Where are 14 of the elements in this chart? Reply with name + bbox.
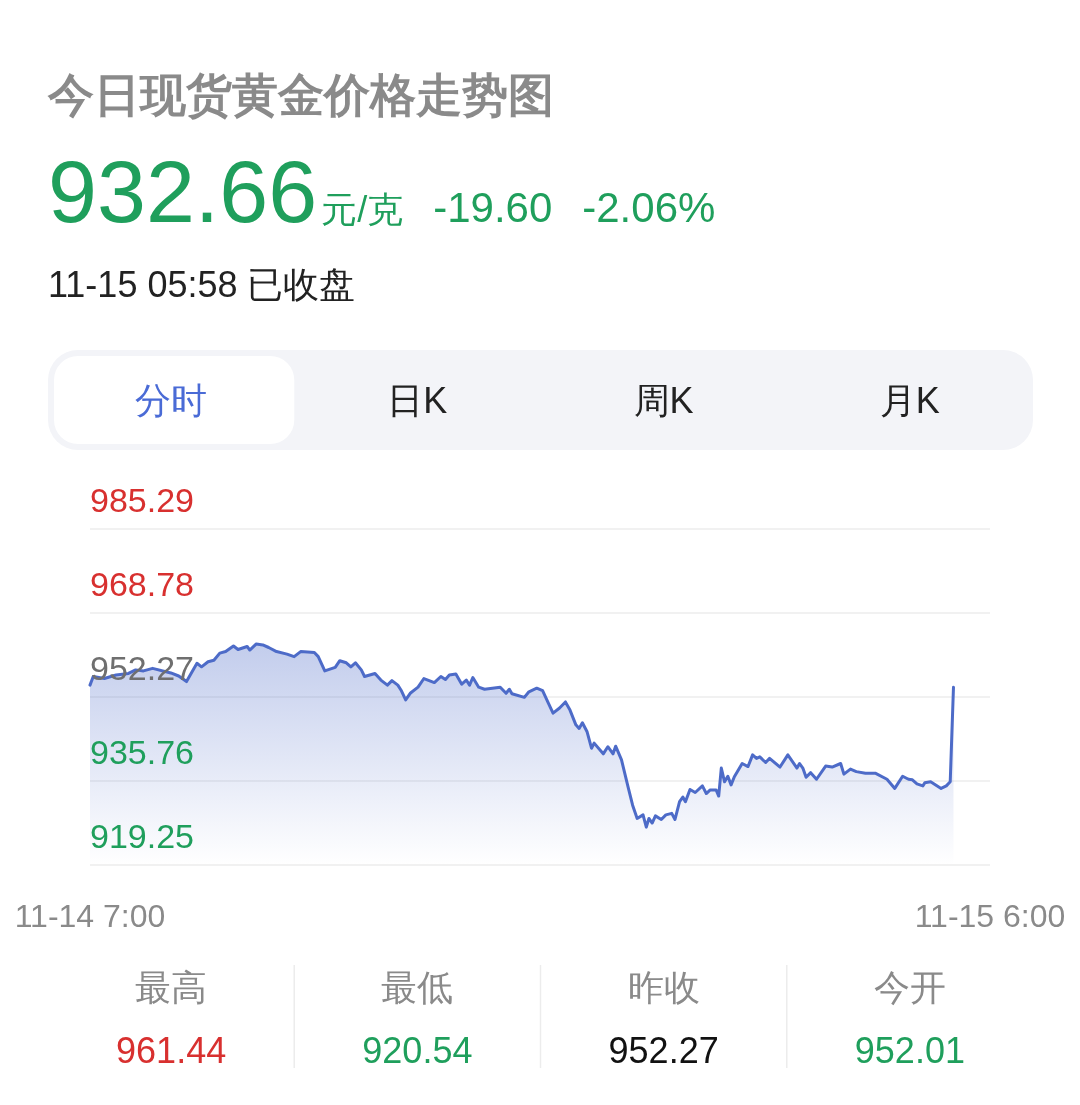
text: 932.66	[48, 142, 318, 241]
text: -2.06%	[582, 184, 716, 231]
text: -19.60	[433, 184, 553, 231]
y-tick-label: 919.25	[90, 817, 194, 855]
y-tick-label: 985.29	[90, 481, 194, 519]
text: 元/克	[321, 189, 404, 230]
x-tick-label: 11-14 7:00	[14, 898, 166, 934]
stats: 最高 961.44 最低 920.54 昨收 952.27 今开 952.01	[116, 964, 965, 1071]
tabs: 分时 日K 周K 月K	[48, 350, 1033, 450]
x-tick-label: 11-15 6:00	[914, 898, 1066, 934]
y-tick-label: 935.76	[90, 733, 194, 771]
chart-subtitle: 11-15 05:58 已收盘	[48, 264, 356, 305]
y-tick-label: 968.78	[90, 565, 194, 603]
chart-title: 今日现货黄金价格走势图	[47, 69, 554, 121]
